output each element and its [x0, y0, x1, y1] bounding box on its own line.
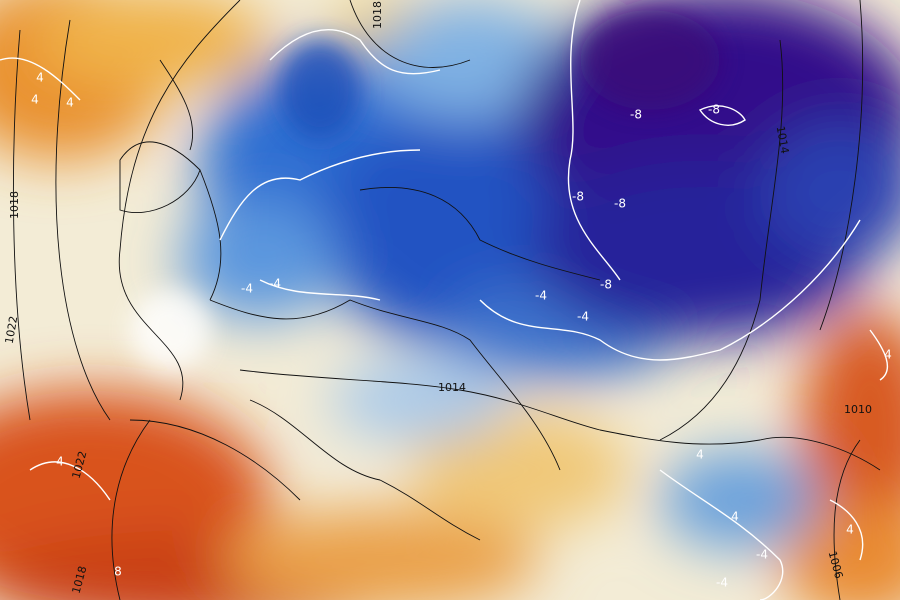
isotherm-label: -4	[756, 548, 768, 562]
isotherm-label: -8	[630, 108, 642, 122]
isobar-label: 1010	[844, 403, 872, 416]
isobar-label: 1014	[774, 125, 792, 155]
isotherm-label: -4	[716, 576, 728, 590]
coastlines-isobars	[12, 0, 881, 600]
isotherm-label: 4	[56, 455, 64, 469]
isotherm-label: 4	[731, 510, 739, 524]
isotherm-label: 8	[114, 565, 122, 579]
isotherm-label: -4	[241, 282, 253, 296]
isotherm-label: 4	[696, 448, 704, 462]
isotherm-label: -8	[572, 190, 584, 204]
isotherm-label: -4	[269, 277, 281, 291]
isobar-label: 1022	[3, 315, 21, 345]
isotherm-label: -8	[708, 103, 720, 117]
isobar-label: 1018	[371, 1, 384, 29]
isobar-labels: 1018 1018 1022 1014 1014 1022 1018 1006 …	[3, 1, 872, 595]
isotherm-label: -8	[614, 197, 626, 211]
isotherm-label: 4	[36, 71, 44, 85]
isotherm-label: -4	[535, 289, 547, 303]
isobar-label: 1014	[438, 381, 466, 394]
isotherm-label: 4	[884, 348, 892, 362]
isotherm-label: -4	[577, 310, 589, 324]
isotherm-label: 4	[31, 93, 39, 107]
isotherm-label: -8	[600, 278, 612, 292]
isotherm-label: 4	[846, 523, 854, 537]
isobar-label: 1018	[8, 191, 21, 219]
isotherm-label: 4	[66, 96, 74, 110]
isotherm-labels: -8 -8 -8 -8 -8 -4 -4 -4 -4 -4 -4 4 4 4 4…	[31, 71, 892, 590]
